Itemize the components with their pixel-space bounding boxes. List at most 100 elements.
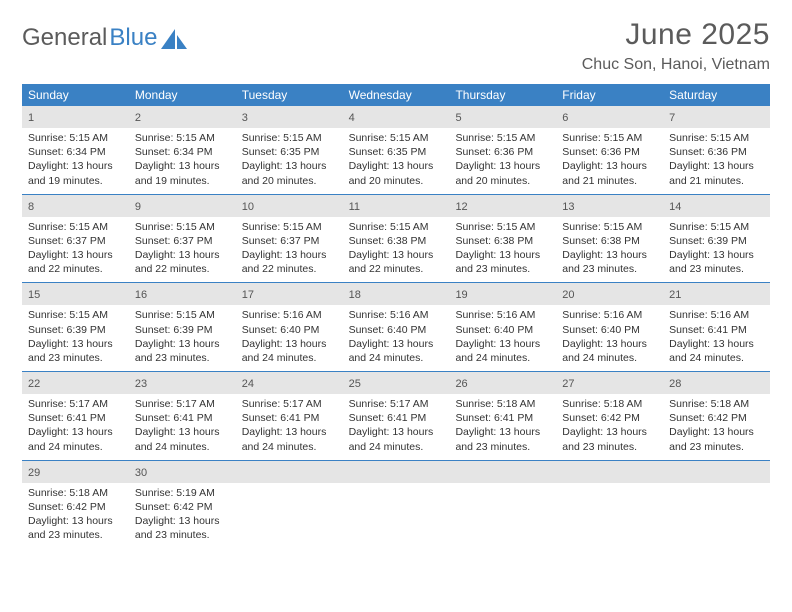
day-number: 24 — [242, 378, 254, 390]
day-cell: 21Sunrise: 5:16 AMSunset: 6:41 PMDayligh… — [663, 283, 770, 371]
sunset-line: Sunset: 6:41 PM — [349, 411, 444, 425]
day-number: 14 — [669, 201, 681, 213]
day-body: Sunrise: 5:16 AMSunset: 6:40 PMDaylight:… — [449, 305, 556, 371]
day-number-row: 16 — [129, 283, 236, 305]
daylight-line: Daylight: 13 hours and 22 minutes. — [242, 248, 337, 276]
day-number-row: 24 — [236, 372, 343, 394]
day-number-row: . — [343, 461, 450, 483]
day-cell: 24 Sunrise: 5:17 AMSunset: 6:41 PMDayligh… — [236, 372, 343, 460]
sunrise-line: Sunrise: 5:15 AM — [455, 131, 550, 145]
header: GeneralBlue June 2025 Chuc Son, Hanoi, V… — [22, 18, 770, 74]
calendar-page: GeneralBlue June 2025 Chuc Son, Hanoi, V… — [0, 0, 792, 566]
sunrise-line: Sunrise: 5:16 AM — [562, 308, 657, 322]
day-number-row: 17 — [236, 283, 343, 305]
day-body: Sunrise: 5:15 AMSunset: 6:35 PMDaylight:… — [343, 128, 450, 194]
day-number-row: 5 — [449, 106, 556, 128]
day-body: Sunrise: 5:18 AMSunset: 6:42 PMDaylight:… — [556, 394, 663, 460]
day-body: Sunrise: 5:15 AMSunset: 6:39 PMDaylight:… — [22, 305, 129, 371]
day-body: Sunrise: 5:16 AMSunset: 6:40 PMDaylight:… — [343, 305, 450, 371]
day-body: Sunrise: 5:19 AMSunset: 6:42 PMDaylight:… — [129, 483, 236, 549]
day-cell: 16Sunrise: 5:15 AMSunset: 6:39 PMDayligh… — [129, 283, 236, 371]
logo-text-blue: Blue — [109, 24, 157, 52]
day-body: Sunrise: 5:17 AMSunset: 6:41 PMDaylight:… — [236, 394, 343, 460]
sunset-line: Sunset: 6:38 PM — [562, 234, 657, 248]
daylight-line: Daylight: 13 hours and 24 minutes. — [669, 337, 764, 365]
day-cell: 10Sunrise: 5:15 AMSunset: 6:37 PMDayligh… — [236, 195, 343, 283]
day-number: 6 — [562, 112, 568, 124]
day-body — [556, 483, 663, 492]
sunrise-line: Sunrise: 5:15 AM — [562, 220, 657, 234]
daylight-line: Daylight: 13 hours and 23 minutes. — [135, 514, 230, 542]
day-number: 20 — [562, 289, 574, 301]
weekday-header: Monday — [129, 84, 236, 106]
sunset-line: Sunset: 6:40 PM — [562, 323, 657, 337]
daylight-line: Daylight: 13 hours and 23 minutes. — [669, 425, 764, 453]
day-number-row: 6 — [556, 106, 663, 128]
location-subtitle: Chuc Son, Hanoi, Vietnam — [582, 56, 770, 74]
sunset-line: Sunset: 6:42 PM — [669, 411, 764, 425]
sunset-line: Sunset: 6:41 PM — [455, 411, 550, 425]
day-cell: 4Sunrise: 5:15 AMSunset: 6:35 PMDaylight… — [343, 106, 450, 194]
week-row: 22Sunrise: 5:17 AMSunset: 6:41 PMDayligh… — [22, 372, 770, 461]
sunset-line: Sunset: 6:36 PM — [455, 145, 550, 159]
sunset-line: Sunset: 6:42 PM — [28, 500, 123, 514]
day-number-row: 18 — [343, 283, 450, 305]
weeks-container: 1Sunrise: 5:15 AMSunset: 6:34 PMDaylight… — [22, 106, 770, 548]
day-body: Sunrise: 5:17 AMSunset: 6:41 PMDaylight:… — [22, 394, 129, 460]
daylight-line: Daylight: 13 hours and 24 minutes. — [242, 337, 337, 365]
sunrise-line: Sunrise: 5:16 AM — [242, 308, 337, 322]
day-cell: 29Sunrise: 5:18 AMSunset: 6:42 PMDayligh… — [22, 461, 129, 549]
title-block: June 2025 Chuc Son, Hanoi, Vietnam — [582, 18, 770, 74]
sunrise-line: Sunrise: 5:17 AM — [28, 397, 123, 411]
day-number-row: 7 — [663, 106, 770, 128]
sunrise-line: Sunrise: 5:15 AM — [562, 131, 657, 145]
daylight-line: Daylight: 13 hours and 20 minutes. — [349, 159, 444, 187]
day-number-row: 28 — [663, 372, 770, 394]
day-body: Sunrise: 5:16 AMSunset: 6:40 PMDaylight:… — [556, 305, 663, 371]
day-number: 5 — [455, 112, 461, 124]
daylight-line: Daylight: 13 hours and 24 minutes. — [135, 425, 230, 453]
sunrise-line: Sunrise: 5:18 AM — [562, 397, 657, 411]
sunrise-line: Sunrise: 5:15 AM — [28, 220, 123, 234]
day-cell: 11Sunrise: 5:15 AMSunset: 6:38 PMDayligh… — [343, 195, 450, 283]
day-number-row: 10 — [236, 195, 343, 217]
day-number-row: 29 — [22, 461, 129, 483]
sunset-line: Sunset: 6:35 PM — [349, 145, 444, 159]
day-number-row: . — [449, 461, 556, 483]
day-number-row: 14 — [663, 195, 770, 217]
day-cell: . — [343, 461, 450, 549]
day-number-row: 19 — [449, 283, 556, 305]
day-number-row: 4 — [343, 106, 450, 128]
page-title: June 2025 — [582, 18, 770, 52]
day-cell: 18Sunrise: 5:16 AMSunset: 6:40 PMDayligh… — [343, 283, 450, 371]
sunrise-line: Sunrise: 5:15 AM — [669, 220, 764, 234]
day-number-row: 25 — [343, 372, 450, 394]
daylight-line: Daylight: 13 hours and 19 minutes. — [28, 159, 123, 187]
sunrise-line: Sunrise: 5:15 AM — [28, 308, 123, 322]
day-cell: 17Sunrise: 5:16 AMSunset: 6:40 PMDayligh… — [236, 283, 343, 371]
day-number-row: 9 — [129, 195, 236, 217]
sunset-line: Sunset: 6:42 PM — [135, 500, 230, 514]
daylight-line: Daylight: 13 hours and 23 minutes. — [135, 337, 230, 365]
day-cell: 1Sunrise: 5:15 AMSunset: 6:34 PMDaylight… — [22, 106, 129, 194]
day-body: Sunrise: 5:15 AMSunset: 6:39 PMDaylight:… — [663, 217, 770, 283]
daylight-line: Daylight: 13 hours and 24 minutes. — [455, 337, 550, 365]
day-number-row: 13 — [556, 195, 663, 217]
sunset-line: Sunset: 6:41 PM — [135, 411, 230, 425]
sunrise-line: Sunrise: 5:17 AM — [349, 397, 444, 411]
day-body: Sunrise: 5:15 AMSunset: 6:37 PMDaylight:… — [22, 217, 129, 283]
day-number-row: 8 — [22, 195, 129, 217]
day-number: 30 — [135, 467, 147, 479]
daylight-line: Daylight: 13 hours and 21 minutes. — [562, 159, 657, 187]
daylight-line: Daylight: 13 hours and 23 minutes. — [28, 514, 123, 542]
weekday-header: Tuesday — [236, 84, 343, 106]
day-cell: 2Sunrise: 5:15 AMSunset: 6:34 PMDaylight… — [129, 106, 236, 194]
sunrise-line: Sunrise: 5:17 AM — [242, 397, 337, 411]
day-cell: . — [663, 461, 770, 549]
day-number-row: 15 — [22, 283, 129, 305]
sunset-line: Sunset: 6:41 PM — [242, 411, 337, 425]
day-cell: . — [449, 461, 556, 549]
sunrise-line: Sunrise: 5:17 AM — [135, 397, 230, 411]
daylight-line: Daylight: 13 hours and 24 minutes. — [28, 425, 123, 453]
day-number-row: . — [236, 461, 343, 483]
